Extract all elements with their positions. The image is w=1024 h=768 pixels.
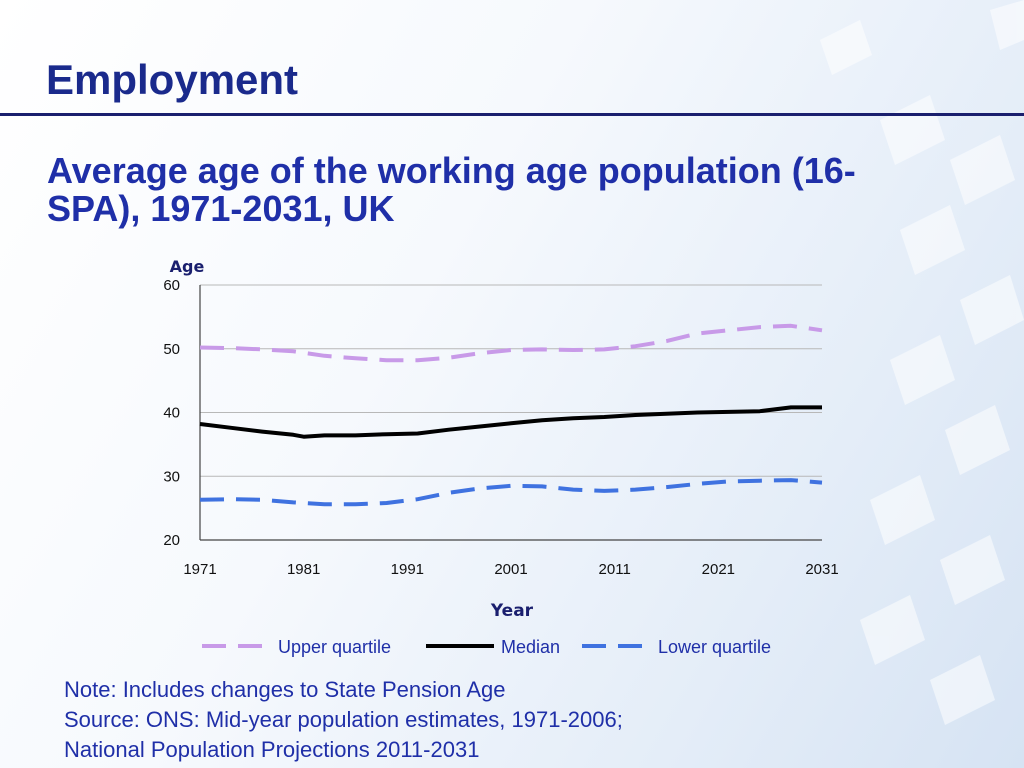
source-notes: Note: Includes changes to State Pension …	[64, 675, 623, 765]
title-divider	[0, 113, 1024, 116]
series-line-median	[199, 405, 822, 439]
y-tick-label: 40	[163, 405, 180, 422]
legend-label: Lower quartile	[658, 637, 771, 657]
x-axis-label: Year	[490, 601, 534, 621]
x-tick-label: 1981	[287, 561, 320, 578]
series-line-upper-quartile	[199, 323, 823, 363]
x-tick-label: 1971	[183, 561, 216, 578]
x-tick-label: 2031	[805, 561, 838, 578]
x-tick-label: 2001	[494, 561, 527, 578]
y-axis-label: Age	[170, 257, 205, 276]
slide-title: Employment	[46, 56, 299, 103]
chart-subtitle: Average age of the working age populatio…	[47, 150, 856, 229]
source-line: Source: ONS: Mid-year population estimat…	[64, 707, 623, 732]
x-tick-label: 2011	[599, 561, 631, 578]
tick-labels: 20 30 40 50 60 1971 1981 1991 2001 2011 2021 2031	[163, 277, 838, 578]
x-tick-label: 2021	[702, 561, 735, 578]
source-line: National Population Projections 2011-203…	[64, 737, 480, 762]
y-tick-label: 60	[163, 277, 180, 294]
y-tick-label: 20	[163, 532, 180, 549]
x-tick-label: 1991	[391, 561, 424, 578]
legend-label: Upper quartile	[278, 637, 391, 657]
series-lines	[199, 323, 823, 507]
note-line: Note: Includes changes to State Pension …	[64, 677, 506, 702]
y-tick-label: 50	[163, 341, 180, 358]
y-tick-label: 30	[163, 468, 180, 485]
series-line-lower-quartile	[199, 478, 823, 507]
axes	[199, 285, 822, 541]
legend-label: Median	[501, 637, 560, 657]
chart-legend: Upper quartile Median Lower quartile	[202, 637, 771, 657]
